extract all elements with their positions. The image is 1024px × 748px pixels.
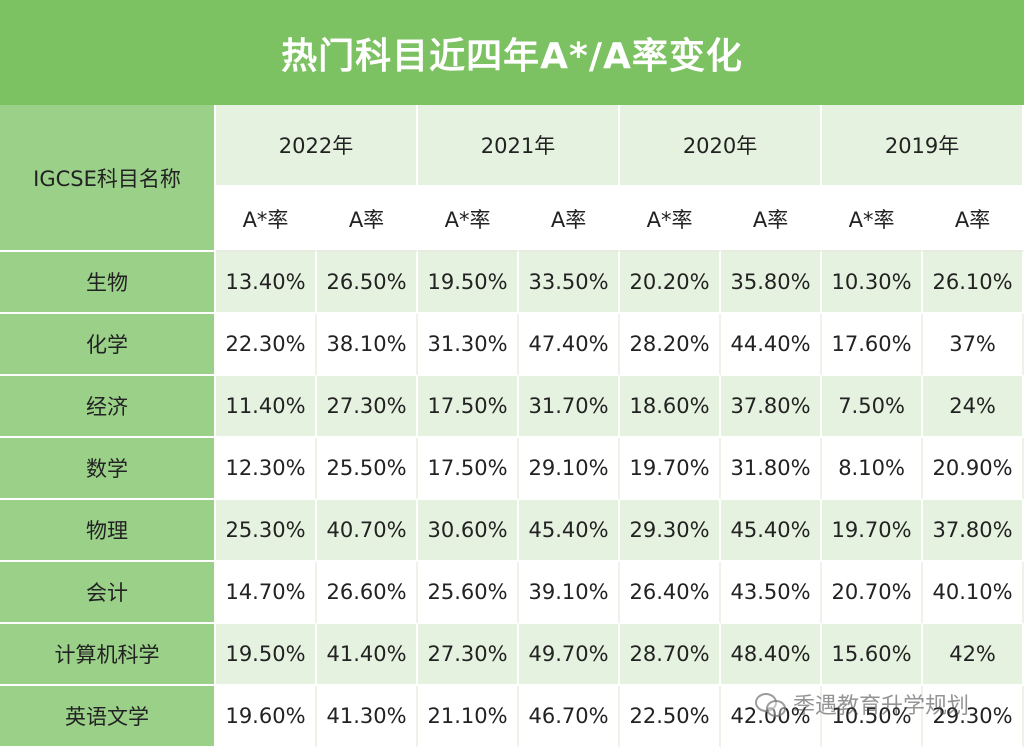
value-cell: 41.40%: [317, 624, 419, 686]
table-row: 会计 14.70% 26.60% 25.60% 39.10% 26.40% 43…: [0, 562, 1024, 624]
value-cell: 25.30%: [216, 500, 317, 562]
value-cell: 33.50%: [519, 252, 621, 314]
table-title: 热门科目近四年A*/A率变化: [0, 0, 1024, 105]
subject-cell: 经济: [0, 376, 216, 438]
sub-header-astar: A*率: [418, 187, 520, 252]
value-cell: 48.40%: [721, 624, 823, 686]
value-cell: 19.70%: [822, 500, 924, 562]
table-row: 经济 11.40% 27.30% 17.50% 31.70% 18.60% 37…: [0, 376, 1024, 438]
sub-header-a: A率: [923, 187, 1024, 252]
table-row: 数学 12.30% 25.50% 17.50% 29.10% 19.70% 31…: [0, 438, 1024, 500]
value-cell: 20.20%: [620, 252, 722, 314]
table-row: 计算机科学 19.50% 41.40% 27.30% 49.70% 28.70%…: [0, 624, 1024, 686]
value-cell: 25.50%: [317, 438, 419, 500]
value-cell: 13.40%: [216, 252, 317, 314]
value-cell: 44.40%: [721, 314, 823, 376]
value-cell: 18.60%: [620, 376, 722, 438]
value-cell: 31.80%: [721, 438, 823, 500]
value-cell: 31.30%: [418, 314, 520, 376]
value-cell: 42%: [923, 624, 1024, 686]
value-cell: 41.30%: [317, 686, 419, 748]
value-cell: 12.30%: [216, 438, 317, 500]
value-cell: 26.50%: [317, 252, 419, 314]
value-cell: 19.50%: [418, 252, 520, 314]
table-row: 英语文学 19.60% 41.30% 21.10% 46.70% 22.50% …: [0, 686, 1024, 748]
value-cell: 8.10%: [822, 438, 924, 500]
value-cell: 27.30%: [418, 624, 520, 686]
year-header-2019: 2019年: [822, 105, 1024, 187]
value-cell: 22.30%: [216, 314, 317, 376]
subject-cell: 数学: [0, 438, 216, 500]
value-cell: 40.70%: [317, 500, 419, 562]
value-cell: 24%: [923, 376, 1024, 438]
value-cell: 28.20%: [620, 314, 722, 376]
value-cell: 7.50%: [822, 376, 924, 438]
value-cell: 35.80%: [721, 252, 823, 314]
table-row: 物理 25.30% 40.70% 30.60% 45.40% 29.30% 45…: [0, 500, 1024, 562]
value-cell: 10.50%: [822, 686, 924, 748]
value-cell: 25.60%: [418, 562, 520, 624]
year-header-2022: 2022年: [216, 105, 419, 187]
sub-header-a: A率: [317, 187, 419, 252]
value-cell: 39.10%: [519, 562, 621, 624]
value-cell: 17.50%: [418, 376, 520, 438]
value-cell: 11.40%: [216, 376, 317, 438]
value-cell: 17.50%: [418, 438, 520, 500]
value-cell: 15.60%: [822, 624, 924, 686]
value-cell: 29.30%: [620, 500, 722, 562]
value-cell: 22.50%: [620, 686, 722, 748]
value-cell: 45.40%: [721, 500, 823, 562]
table-row: 化学 22.30% 38.10% 31.30% 47.40% 28.20% 44…: [0, 314, 1024, 376]
value-cell: 27.30%: [317, 376, 419, 438]
subject-cell: 英语文学: [0, 686, 216, 748]
value-cell: 19.60%: [216, 686, 317, 748]
value-cell: 28.70%: [620, 624, 722, 686]
value-cell: 30.60%: [418, 500, 520, 562]
value-cell: 26.40%: [620, 562, 722, 624]
value-cell: 19.50%: [216, 624, 317, 686]
value-cell: 29.30%: [923, 686, 1024, 748]
value-cell: 37.80%: [923, 500, 1024, 562]
sub-header-a: A率: [721, 187, 823, 252]
subject-cell: 生物: [0, 252, 216, 314]
value-cell: 43.50%: [721, 562, 823, 624]
year-header-2020: 2020年: [620, 105, 823, 187]
subject-cell: 物理: [0, 500, 216, 562]
subject-cell: 计算机科学: [0, 624, 216, 686]
value-cell: 20.70%: [822, 562, 924, 624]
value-cell: 20.90%: [923, 438, 1024, 500]
value-cell: 29.10%: [519, 438, 621, 500]
value-cell: 19.70%: [620, 438, 722, 500]
value-cell: 26.60%: [317, 562, 419, 624]
subject-cell: 化学: [0, 314, 216, 376]
sub-header-a: A率: [519, 187, 621, 252]
value-cell: 37%: [923, 314, 1024, 376]
value-cell: 26.10%: [923, 252, 1024, 314]
value-cell: 40.10%: [923, 562, 1024, 624]
value-cell: 42.00%: [721, 686, 823, 748]
subject-cell: 会计: [0, 562, 216, 624]
value-cell: 37.80%: [721, 376, 823, 438]
subject-column-header: IGCSE科目名称: [0, 105, 216, 252]
sub-header-astar: A*率: [216, 187, 317, 252]
value-cell: 31.70%: [519, 376, 621, 438]
value-cell: 49.70%: [519, 624, 621, 686]
sub-header-astar: A*率: [620, 187, 722, 252]
value-cell: 17.60%: [822, 314, 924, 376]
value-cell: 10.30%: [822, 252, 924, 314]
table-row: 生物 13.40% 26.50% 19.50% 33.50% 20.20% 35…: [0, 252, 1024, 314]
value-cell: 46.70%: [519, 686, 621, 748]
sub-header-astar: A*率: [822, 187, 924, 252]
value-cell: 38.10%: [317, 314, 419, 376]
value-cell: 14.70%: [216, 562, 317, 624]
value-cell: 45.40%: [519, 500, 621, 562]
value-cell: 21.10%: [418, 686, 520, 748]
value-cell: 47.40%: [519, 314, 621, 376]
results-table: IGCSE科目名称 2022年 2021年 2020年 2019年 A*率 A率…: [0, 105, 1024, 748]
year-header-2021: 2021年: [418, 105, 621, 187]
